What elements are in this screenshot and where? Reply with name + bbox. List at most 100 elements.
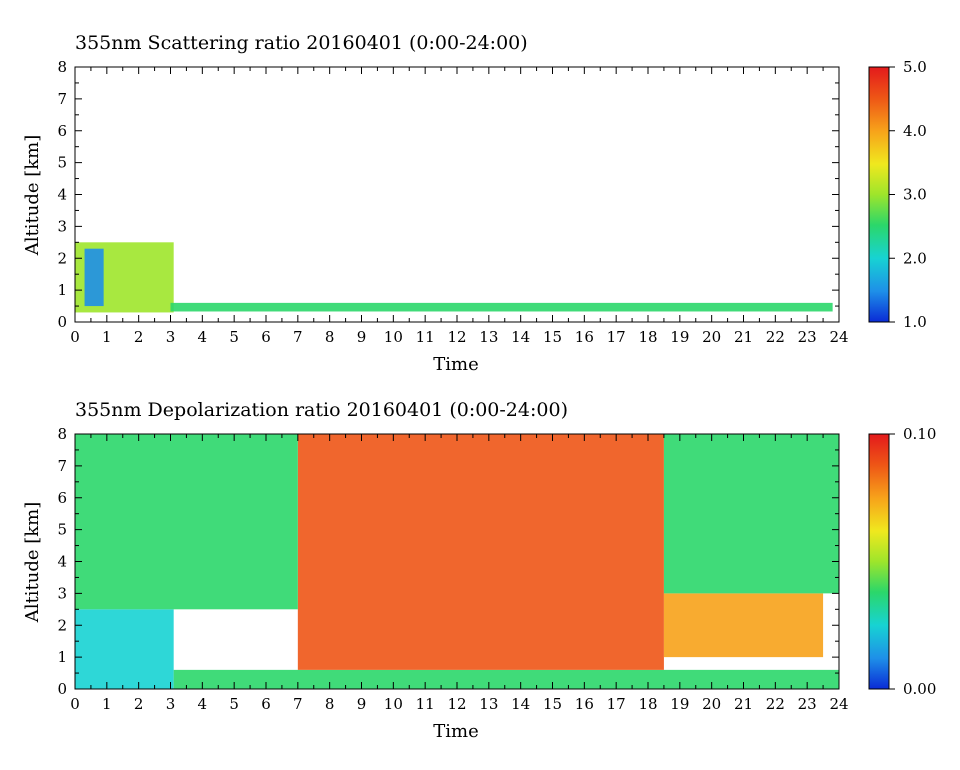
x-tick-label: 1 bbox=[102, 695, 112, 713]
heatmap-area bbox=[75, 434, 839, 689]
colorbar bbox=[868, 433, 890, 690]
x-tick-label: 8 bbox=[325, 328, 335, 346]
y-tick-label: 8 bbox=[57, 425, 67, 443]
x-tick-label: 7 bbox=[293, 695, 303, 713]
x-tick-label: 16 bbox=[575, 328, 594, 346]
x-tick-label: 15 bbox=[543, 695, 562, 713]
y-tick-label: 1 bbox=[57, 648, 67, 666]
y-axis-ticks: 0 1 2 3 4 5 6 7 8 bbox=[57, 425, 839, 698]
x-tick-label: 12 bbox=[447, 328, 466, 346]
x-tick-label: 24 bbox=[829, 695, 848, 713]
y-tick-label: 3 bbox=[57, 217, 67, 235]
x-tick-label: 6 bbox=[261, 328, 271, 346]
x-tick-label: 18 bbox=[638, 695, 657, 713]
x-tick-label: 13 bbox=[479, 695, 498, 713]
x-tick-label: 9 bbox=[357, 695, 367, 713]
x-tick-label: 18 bbox=[638, 328, 657, 346]
y-tick-label: 8 bbox=[57, 58, 67, 76]
colorbar-tick-label: 0.10 bbox=[903, 425, 936, 443]
colorbar-ticks: 0.00 0.10 bbox=[889, 425, 936, 698]
heatmap-region-0 bbox=[75, 609, 174, 689]
x-tick-label: 14 bbox=[511, 695, 530, 713]
y-tick-label: 6 bbox=[57, 122, 67, 140]
y-axis-label: Altitude [km] bbox=[22, 502, 43, 624]
x-tick-label: 23 bbox=[798, 695, 817, 713]
x-tick-label: 13 bbox=[479, 328, 498, 346]
x-tick-label: 0 bbox=[70, 695, 80, 713]
x-tick-label: 11 bbox=[416, 695, 435, 713]
colorbar bbox=[868, 66, 890, 323]
heatmap-region-5 bbox=[663, 434, 839, 594]
x-tick-label: 8 bbox=[325, 695, 335, 713]
colorbar-tick-label: 5.0 bbox=[903, 58, 927, 76]
colorbar-tick-label: 3.0 bbox=[903, 186, 927, 204]
y-tick-label: 1 bbox=[57, 281, 67, 299]
x-tick-label: 2 bbox=[134, 328, 144, 346]
x-tick-label: 22 bbox=[766, 328, 785, 346]
x-tick-label: 1 bbox=[102, 328, 112, 346]
x-tick-label: 9 bbox=[357, 328, 367, 346]
x-axis-ticks: 0 1 2 3 4 5 6 7 8 9 10 11 12 13 14 15 16 17 18 19 20 21 22 23 24 bbox=[70, 67, 849, 346]
y-tick-label: 7 bbox=[57, 90, 67, 108]
x-tick-label: 10 bbox=[384, 695, 403, 713]
y-tick-label: 2 bbox=[57, 249, 67, 267]
depolarization-ratio-panel: 355nm Depolarization ratio 20160401 (0:0… bbox=[22, 399, 936, 742]
x-tick-label: 5 bbox=[229, 328, 239, 346]
y-tick-label: 7 bbox=[57, 457, 67, 475]
y-tick-label: 4 bbox=[57, 553, 67, 571]
colorbar-ticks: 1.0 2.0 3.0 4.0 5.0 bbox=[889, 58, 927, 331]
y-tick-label: 0 bbox=[57, 680, 67, 698]
colorbar-tick-label: 1.0 bbox=[903, 313, 927, 331]
y-tick-label: 6 bbox=[57, 489, 67, 507]
x-tick-label: 20 bbox=[702, 328, 721, 346]
x-tick-label: 4 bbox=[198, 328, 208, 346]
x-tick-label: 3 bbox=[166, 328, 176, 346]
x-tick-label: 11 bbox=[416, 328, 435, 346]
heatmap-area bbox=[75, 242, 833, 313]
y-tick-label: 5 bbox=[57, 154, 67, 172]
x-tick-label: 16 bbox=[575, 695, 594, 713]
x-axis-label: Time bbox=[433, 354, 478, 375]
x-tick-label: 17 bbox=[607, 695, 626, 713]
x-tick-label: 20 bbox=[702, 695, 721, 713]
y-tick-label: 0 bbox=[57, 313, 67, 331]
heatmap-region-2 bbox=[170, 302, 833, 312]
colorbar-tick-label: 4.0 bbox=[903, 122, 927, 140]
x-axis-label: Time bbox=[433, 721, 478, 742]
colorbar-tick-label: 0.00 bbox=[903, 680, 936, 698]
y-tick-label: 2 bbox=[57, 616, 67, 634]
x-tick-label: 4 bbox=[198, 695, 208, 713]
x-tick-label: 2 bbox=[134, 695, 144, 713]
x-tick-label: 7 bbox=[293, 328, 303, 346]
scattering-ratio-panel: 355nm Scattering ratio 20160401 (0:00-24… bbox=[22, 32, 927, 375]
x-tick-label: 6 bbox=[261, 695, 271, 713]
x-tick-label: 19 bbox=[670, 695, 689, 713]
y-axis-label: Altitude [km] bbox=[22, 135, 43, 257]
y-tick-label: 3 bbox=[57, 584, 67, 602]
x-tick-label: 21 bbox=[734, 328, 753, 346]
colorbar-tick-label: 2.0 bbox=[903, 249, 927, 267]
x-tick-label: 0 bbox=[70, 328, 80, 346]
heatmap-region-3 bbox=[663, 593, 824, 658]
x-tick-label: 22 bbox=[766, 695, 785, 713]
x-tick-label: 24 bbox=[829, 328, 848, 346]
plot-frame bbox=[74, 66, 840, 323]
y-tick-label: 4 bbox=[57, 186, 67, 204]
x-tick-label: 19 bbox=[670, 328, 689, 346]
heatmap-region-2 bbox=[297, 434, 664, 670]
heatmap-region-1 bbox=[84, 248, 104, 307]
x-tick-label: 17 bbox=[607, 328, 626, 346]
x-tick-label: 3 bbox=[166, 695, 176, 713]
x-tick-label: 21 bbox=[734, 695, 753, 713]
heatmap-region-4 bbox=[75, 434, 298, 610]
x-tick-label: 14 bbox=[511, 328, 530, 346]
x-axis-ticks: 0 1 2 3 4 5 6 7 8 9 10 11 12 13 14 15 16 17 18 19 20 21 22 23 24 bbox=[70, 434, 849, 713]
y-axis-ticks: 0 1 2 3 4 5 6 7 8 bbox=[57, 58, 839, 331]
chart-title: 355nm Scattering ratio 20160401 (0:00-24… bbox=[75, 32, 528, 54]
x-tick-label: 15 bbox=[543, 328, 562, 346]
y-tick-label: 5 bbox=[57, 521, 67, 539]
x-tick-label: 23 bbox=[798, 328, 817, 346]
x-tick-label: 10 bbox=[384, 328, 403, 346]
x-tick-label: 12 bbox=[447, 695, 466, 713]
